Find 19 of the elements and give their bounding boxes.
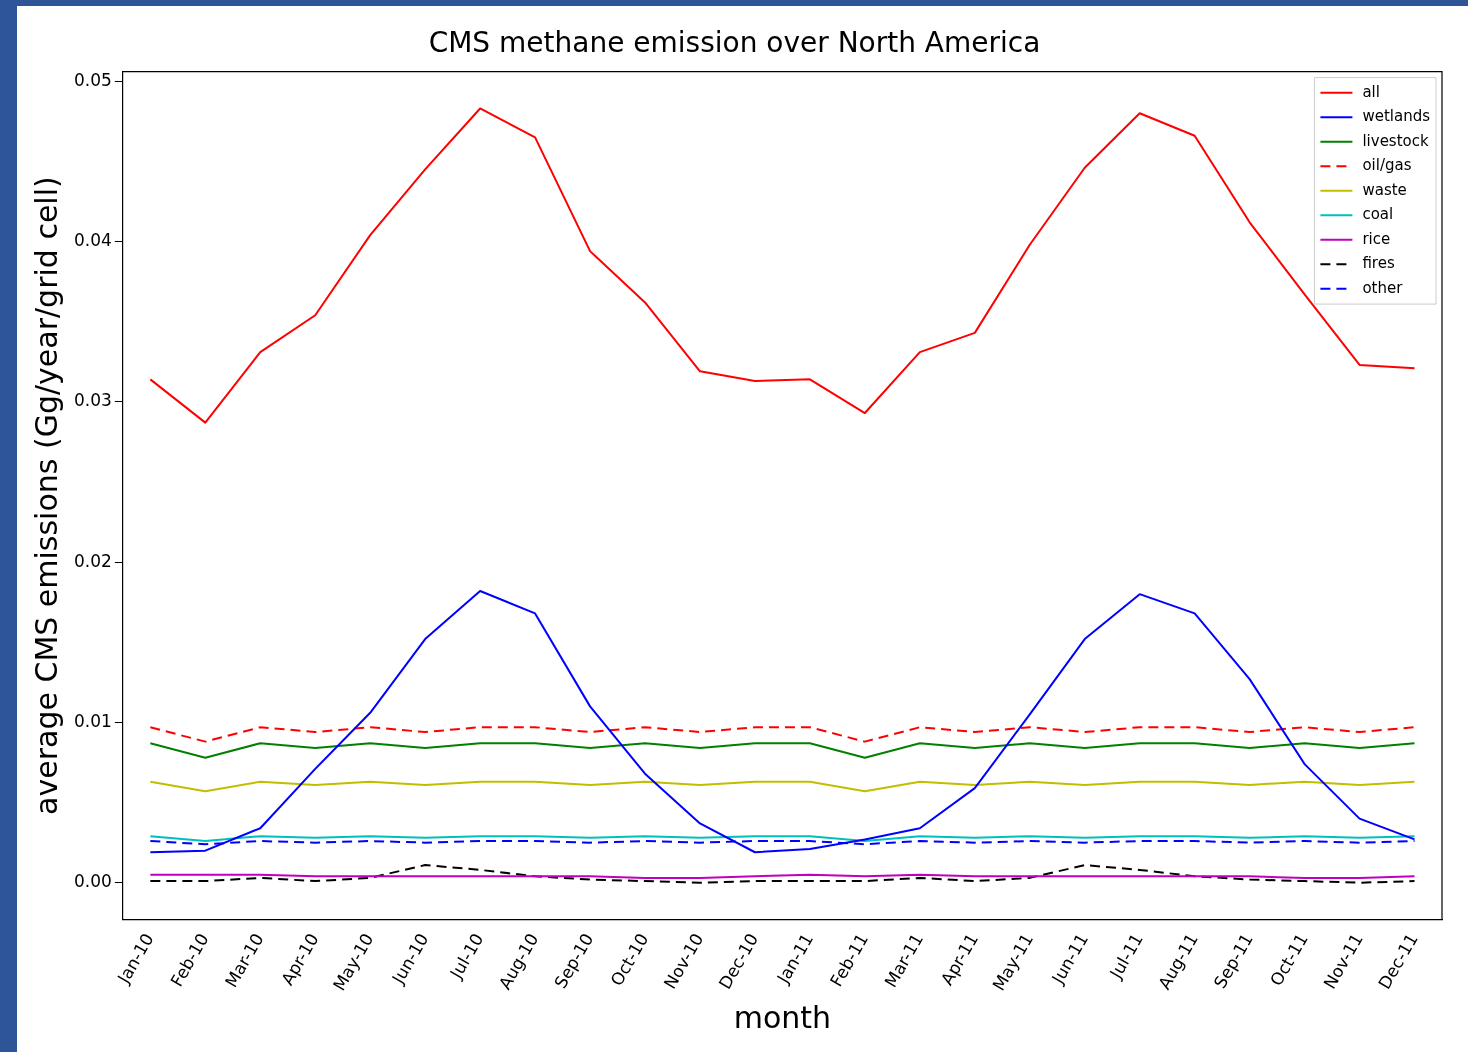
legend-label: oil/gas bbox=[1362, 156, 1412, 175]
chart-title: CMS methane emission over North America bbox=[428, 26, 1041, 60]
legend-label: wetlands bbox=[1362, 107, 1431, 126]
y-tick-label: 0.00 bbox=[73, 871, 112, 892]
legend-label: coal bbox=[1362, 205, 1394, 224]
legend-label: rice bbox=[1362, 229, 1391, 248]
y-tick-label: 0.03 bbox=[73, 390, 112, 411]
line-series bbox=[149, 864, 1416, 884]
legend-label: livestock bbox=[1362, 131, 1429, 150]
legend-label: all bbox=[1362, 82, 1380, 101]
y-tick-label: 0.01 bbox=[73, 710, 112, 731]
legend-label: waste bbox=[1362, 180, 1407, 199]
x-axis-title: month bbox=[733, 999, 832, 1035]
y-axis-title: average CMS emissions (Gg/year/grid cell) bbox=[28, 176, 64, 815]
y-tick-label: 0.05 bbox=[73, 69, 112, 90]
legend-label: fires bbox=[1362, 254, 1395, 273]
y-tick-label: 0.04 bbox=[73, 229, 112, 250]
legend-label: other bbox=[1362, 278, 1404, 297]
y-tick-label: 0.02 bbox=[73, 550, 112, 571]
